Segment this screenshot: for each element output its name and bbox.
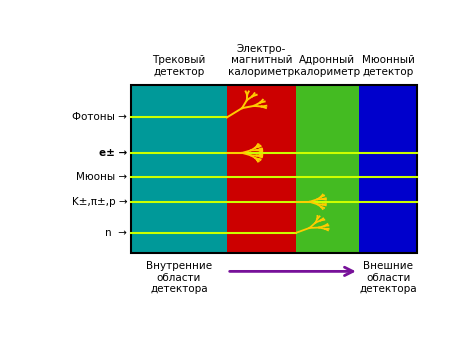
Bar [131, 85, 418, 253]
Text: Электро-
магнитный
калориметр: Электро- магнитный калориметр [228, 43, 294, 77]
Text: Мюонный
детектор: Мюонный детектор [362, 55, 415, 77]
Text: e± →: e± → [99, 148, 127, 158]
Text: Внешние
области
детектора: Внешние области детектора [359, 261, 417, 294]
Text: n  →: n → [105, 228, 127, 238]
Text: Трековый
детектор: Трековый детектор [152, 55, 206, 77]
Text: K±,π±,p →: K±,π±,p → [72, 197, 127, 207]
Bar [359, 85, 418, 253]
Bar [227, 85, 296, 253]
Bar [131, 85, 227, 253]
Text: Мюоны →: Мюоны → [76, 172, 127, 182]
Text: Фотоны →: Фотоны → [73, 113, 127, 122]
Text: Адронный
калориметр: Адронный калориметр [294, 55, 360, 77]
Bar [296, 85, 359, 253]
Text: Внутренние
области
детектора: Внутренние области детектора [146, 261, 212, 294]
